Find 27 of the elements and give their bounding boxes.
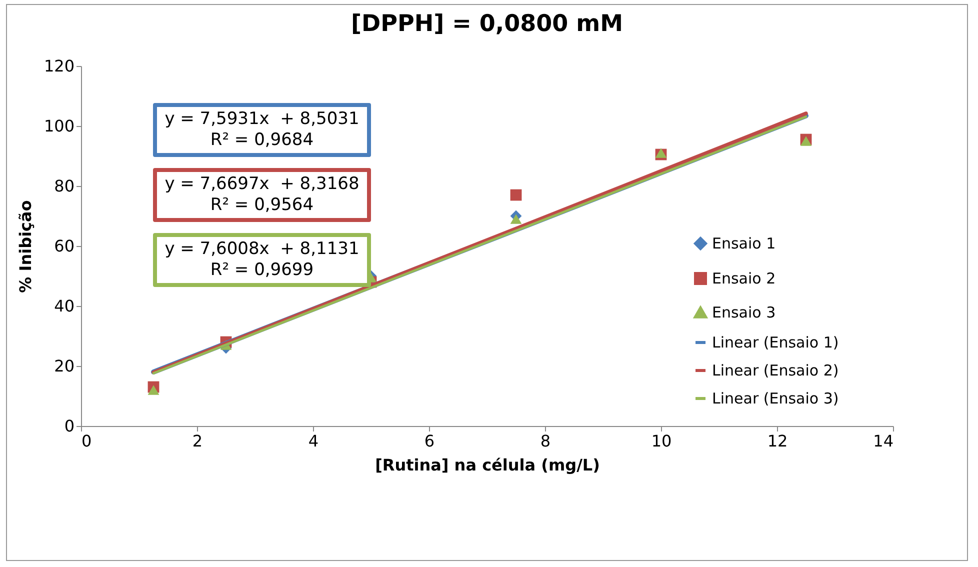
y-tick-label: 60 (54, 236, 74, 256)
legend-label: Ensaio 3 (712, 304, 776, 322)
x-tick-label: 10 (651, 432, 672, 450)
y-tick-label: 0 (64, 416, 74, 436)
x-axis-title: [Rutina] na célula (mg/L) (375, 456, 600, 474)
y-tick-label: 100 (44, 116, 74, 136)
y-tick-label: 120 (44, 56, 74, 76)
x-tick-label: 8 (540, 432, 551, 450)
legend-label: Linear (Ensaio 3) (712, 390, 839, 408)
x-tick-label: 4 (308, 432, 319, 450)
legend-label: Linear (Ensaio 2) (712, 362, 839, 380)
legend-label: Ensaio 1 (712, 234, 776, 252)
y-tick-label: 40 (54, 296, 74, 316)
x-tick-label: 14 (873, 432, 894, 450)
x-tick-label: 6 (424, 432, 435, 450)
y-axis-title: % Inibição (16, 200, 35, 293)
x-tick-label: 12 (767, 432, 788, 450)
annotation: y = 7,5931x + 8,5031 R² = 0,9684 (153, 103, 371, 157)
legend-label: Ensaio 2 (712, 270, 776, 288)
annotation: y = 7,6697x + 8,3168 R² = 0,9564 (153, 168, 371, 222)
y-tick-label: 20 (54, 356, 74, 376)
x-tick-label: 2 (192, 432, 203, 450)
y-tick-label: 80 (54, 176, 74, 196)
x-tick-label: 0 (82, 432, 92, 450)
chart-title: [DPPH] = 0,0800 mM (351, 11, 623, 37)
legend-label: Linear (Ensaio 1) (712, 334, 839, 352)
annotation: y = 7,6008x + 8,1131 R² = 0,9699 (153, 233, 371, 287)
